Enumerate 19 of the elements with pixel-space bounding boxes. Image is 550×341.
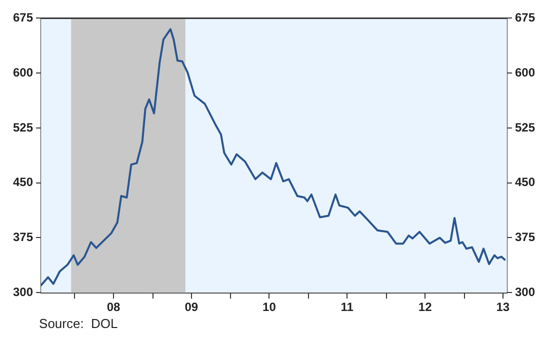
y2-tick-label: 600 bbox=[514, 65, 536, 80]
y2-tick-label: 525 bbox=[514, 120, 536, 134]
x-tick-label: 13 bbox=[496, 300, 510, 314]
source-note: Source: DOL bbox=[39, 316, 118, 332]
y2-tick-label: 450 bbox=[514, 175, 536, 190]
y-tick-label: 525 bbox=[12, 120, 34, 134]
y-tick-label: 375 bbox=[12, 230, 34, 244]
x-tick-label: 12 bbox=[418, 300, 432, 314]
y-tick-label: 450 bbox=[12, 175, 34, 190]
x-tick-label: 09 bbox=[184, 300, 198, 314]
y2-tick-label: 300 bbox=[514, 284, 536, 299]
x-tick-label: 11 bbox=[340, 300, 354, 314]
y-tick-label: 600 bbox=[12, 65, 34, 80]
y-tick-label: 675 bbox=[12, 10, 34, 25]
x-tick-label: 10 bbox=[262, 300, 276, 314]
y2-tick-label: 675 bbox=[514, 10, 536, 25]
y2-tick-label: 375 bbox=[514, 230, 536, 244]
y-tick-label: 300 bbox=[12, 284, 34, 299]
x-tick-label: 08 bbox=[106, 300, 121, 314]
